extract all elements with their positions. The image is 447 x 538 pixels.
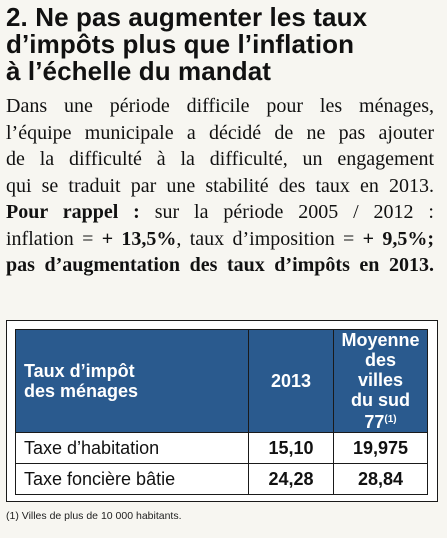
- inflation-value: + 13,5%: [101, 227, 177, 250]
- reminder-label: Pour rappel :: [6, 201, 140, 223]
- header-label-line: Taux d’impôt: [24, 361, 135, 381]
- header-label-line: des ménages: [24, 381, 139, 401]
- row-label: Taxe d’habitation: [15, 432, 249, 464]
- header-average-cell: Moyenne des villes du sud 77(1): [333, 329, 428, 433]
- paragraph-line: Dans une période difficile pour les ména…: [6, 95, 434, 117]
- row-average-value: 28,84: [333, 463, 428, 495]
- header-avg-line: Moyenne: [341, 330, 420, 350]
- row-year-value: 24,28: [248, 463, 334, 495]
- heading-line: 2. Ne pas augmenter les taux: [6, 2, 368, 32]
- table-row: Taxe d’habitation 15,10 19,975: [15, 432, 428, 464]
- footnote-marker: (1): [384, 414, 397, 425]
- paragraph-line: l’équipe municipale a décidé de ne pas a…: [6, 121, 434, 144]
- period-text: sur la période 2005 / 2012 :: [139, 201, 434, 223]
- paragraph-line: de la difficulté à la difficulté, un eng…: [6, 148, 434, 170]
- heading-line: d’impôts plus que l’inflation: [6, 29, 355, 59]
- body-paragraph: Dans une période difficile pour les ména…: [6, 93, 434, 279]
- tax-rate-value: + 9,5%;: [362, 227, 434, 250]
- row-average-value: 19,975: [333, 432, 428, 464]
- paragraph-line: qui se traduit par une stabilité des tau…: [6, 174, 434, 197]
- row-year-value: 15,10: [248, 432, 334, 464]
- heading-line: à l’échelle du mandat: [6, 56, 272, 86]
- tax-rate-label: , taux d’imposition =: [176, 227, 363, 250]
- paragraph-line-figures: inflation = + 13,5%, taux d’imposition =…: [6, 226, 434, 253]
- row-label: Taxe foncière bâtie: [15, 463, 249, 495]
- header-avg-line: des villes: [357, 350, 404, 390]
- header-avg-line: du sud 77: [351, 390, 410, 432]
- tax-table: Taux d’impôt des ménages 2013 Moyenne de…: [15, 329, 428, 495]
- header-year-cell: 2013: [248, 329, 334, 433]
- header-label-cell: Taux d’impôt des ménages: [15, 329, 249, 433]
- paragraph-line-reminder: Pour rappel : sur la période 2005 / 2012…: [6, 199, 434, 226]
- inflation-label: inflation =: [6, 227, 102, 250]
- tax-table-frame: Taux d’impôt des ménages 2013 Moyenne de…: [6, 320, 438, 502]
- section-heading: 2. Ne pas augmenter les taux d’impôts pl…: [6, 4, 436, 85]
- table-header-row: Taux d’impôt des ménages 2013 Moyenne de…: [15, 329, 428, 433]
- table-row: Taxe foncière bâtie 24,28 28,84: [15, 463, 428, 495]
- footnote: (1) Villes de plus de 10 000 habitants.: [6, 510, 182, 522]
- paragraph-conclusion: pas d’augmentation des taux d’impôts en …: [6, 254, 434, 276]
